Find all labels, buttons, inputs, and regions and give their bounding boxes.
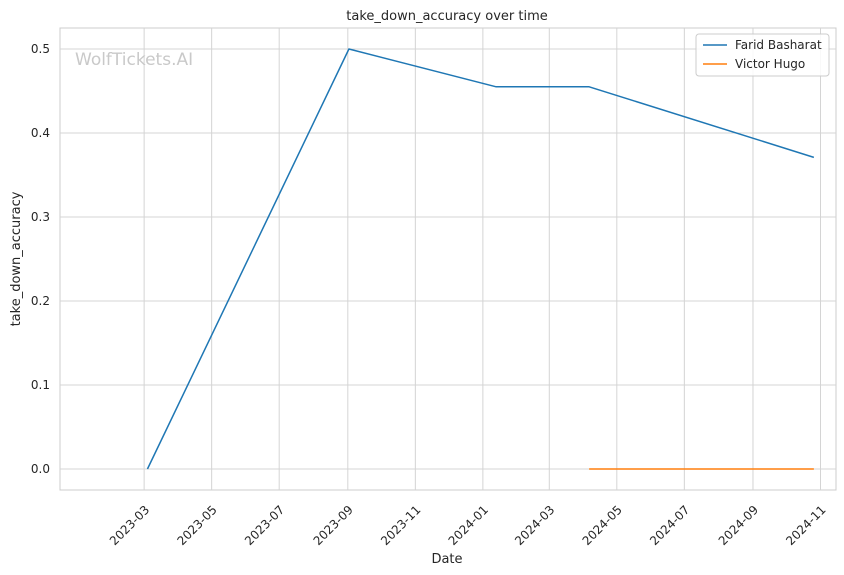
- x-tick-label: 2024-01: [446, 503, 491, 548]
- legend-label: Victor Hugo: [735, 57, 805, 71]
- y-tick-label: 0.5: [31, 42, 50, 56]
- x-tick-label: 2024-09: [716, 503, 761, 548]
- chart-title: take_down_accuracy over time: [346, 9, 547, 24]
- series-lines: [146, 48, 815, 470]
- legend-label: Farid Basharat: [735, 38, 822, 52]
- y-axis-ticks: 0.0 0.1 0.2 0.3 0.4 0.5: [31, 42, 50, 476]
- y-tick-label: 0.2: [31, 294, 50, 308]
- x-tick-label: 2023-05: [174, 503, 219, 548]
- series-line-1: [146, 48, 815, 470]
- grid-lines: [60, 28, 836, 490]
- y-tick-label: 0.3: [31, 210, 50, 224]
- legend: Farid Basharat Victor Hugo: [695, 33, 830, 77]
- legend-box: [695, 33, 830, 77]
- y-tick-label: 0.1: [31, 378, 50, 392]
- y-tick-label: 0.0: [31, 462, 50, 476]
- x-tick-label: 2023-11: [378, 503, 423, 548]
- x-tick-label: 2024-05: [580, 503, 625, 548]
- x-tick-label: 2023-03: [107, 503, 152, 548]
- x-axis-title: Date: [431, 552, 462, 567]
- x-tick-label: 2024-11: [783, 503, 828, 548]
- x-tick-label: 2023-07: [242, 503, 287, 548]
- y-axis-title: take_down_accuracy: [9, 191, 24, 326]
- x-tick-label: 2023-09: [311, 503, 356, 548]
- y-tick-label: 0.4: [31, 126, 50, 140]
- x-tick-label: 2024-03: [512, 503, 557, 548]
- x-tick-label: 2024-07: [647, 503, 692, 548]
- x-axis-ticks: 2023-03 2023-05 2023-07 2023-09 2023-11 2024-…: [107, 503, 829, 548]
- watermark: WolfTickets.AI: [75, 50, 193, 70]
- plot-area: [59, 27, 837, 491]
